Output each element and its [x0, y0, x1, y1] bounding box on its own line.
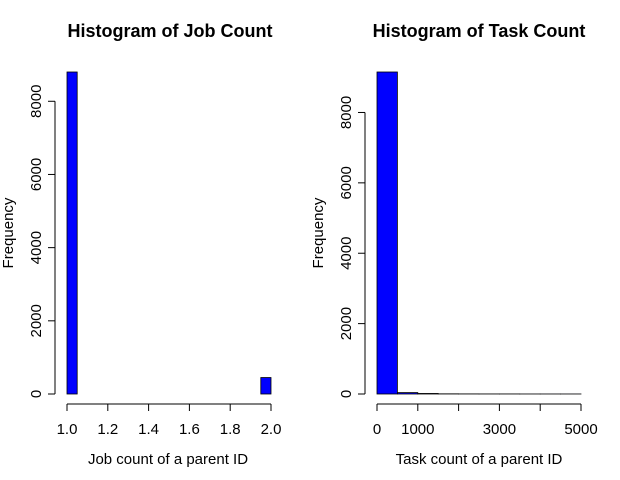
x-tick-label: 1.0 — [57, 421, 78, 438]
x-tick-label: 1.2 — [97, 421, 118, 438]
x-tick-label: 1000 — [401, 421, 434, 438]
x-tick-label: 0 — [373, 421, 381, 438]
y-tick-label: 6000 — [28, 158, 45, 191]
histogram-bar — [260, 377, 272, 395]
x-tick-label: 1.4 — [138, 421, 159, 438]
job-count-histogram: Histogram of Job Count Job count of a pa… — [0, 21, 281, 468]
x-tick-label: 3000 — [483, 421, 516, 438]
y-axis: 0 2000 4000 6000 8000 — [338, 96, 366, 398]
y-tick-label: 8000 — [28, 85, 45, 118]
y-axis-label: Frequency — [310, 197, 327, 268]
x-axis: 1.0 1.2 1.4 1.6 1.8 2.0 — [57, 403, 282, 438]
y-tick-label: 2000 — [338, 307, 355, 340]
y-tick-label: 4000 — [28, 231, 45, 264]
x-axis-label: Job count of a parent ID — [88, 451, 248, 468]
bars — [376, 71, 582, 395]
x-tick-label: 1.6 — [179, 421, 200, 438]
x-tick-label: 2.0 — [261, 421, 282, 438]
y-tick-label: 4000 — [338, 237, 355, 270]
y-tick-label: 6000 — [338, 166, 355, 199]
histogram-bar — [66, 71, 78, 395]
bars — [66, 71, 272, 395]
histogram-bar — [376, 71, 398, 395]
y-axis-label: Frequency — [0, 197, 17, 268]
y-axis: 0 2000 4000 6000 8000 — [28, 85, 56, 398]
y-tick-label: 8000 — [338, 96, 355, 129]
y-tick-label: 0 — [28, 390, 45, 398]
x-tick-label: 1.8 — [220, 421, 241, 438]
task-count-histogram: Histogram of Task Count Task count of a … — [310, 21, 598, 468]
y-tick-label: 2000 — [28, 304, 45, 337]
histogram-bar — [396, 392, 419, 395]
chart-title: Histogram of Task Count — [373, 21, 586, 41]
chart-title: Histogram of Job Count — [68, 21, 273, 41]
y-tick-label: 0 — [338, 390, 355, 398]
histogram-bar — [417, 393, 439, 395]
x-tick-label: 5000 — [564, 421, 597, 438]
x-axis-label: Task count of a parent ID — [396, 451, 563, 468]
x-axis: 0 1000 3000 5000 — [373, 403, 598, 438]
